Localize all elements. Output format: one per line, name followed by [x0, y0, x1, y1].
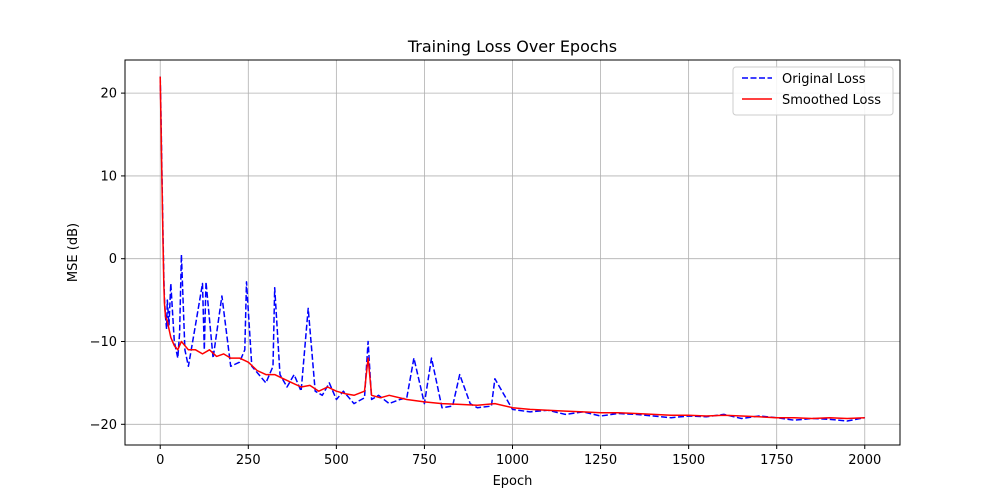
grid-layer [125, 60, 900, 445]
series-line-original-loss [159, 76, 865, 422]
x-tick-label-1: 250 [236, 453, 261, 468]
y-tick-label-4: 20 [100, 87, 117, 102]
x-tick-label-4: 1000 [496, 453, 529, 468]
y-tick-label-1: −10 [90, 335, 117, 350]
legend-label-smoothed: Smoothed Loss [782, 93, 881, 108]
x-axis-label: Epoch [493, 474, 533, 489]
legend-label-original: Original Loss [782, 72, 866, 87]
series-line-smoothed-loss [159, 76, 865, 420]
y-tick-label-0: −20 [90, 418, 117, 433]
x-tick-label-3: 750 [412, 453, 437, 468]
x-tick-label-7: 1750 [760, 453, 793, 468]
chart-title: Training Loss Over Epochs [407, 37, 617, 56]
y-tick-label-2: 0 [109, 252, 117, 267]
x-tick-label-2: 500 [324, 453, 349, 468]
series-layer [159, 76, 865, 422]
y-axis-label: MSE (dB) [66, 223, 81, 282]
x-tick-label-6: 1500 [672, 453, 705, 468]
x-tick-label-8: 2000 [848, 453, 881, 468]
x-tick-label-5: 1250 [584, 453, 617, 468]
tick-layer: 0 250 500 750 1000 1250 1500 1750 2000 −20 −10 0 10 2… [90, 87, 882, 468]
legend: Original Loss Smoothed Loss [732, 66, 894, 116]
x-tick-label-0: 0 [156, 453, 164, 468]
y-tick-label-3: 10 [100, 169, 117, 184]
legend-box [732, 66, 894, 116]
